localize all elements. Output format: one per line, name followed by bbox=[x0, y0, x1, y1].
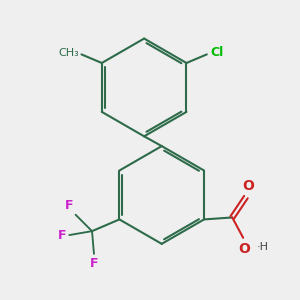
Text: ·H: ·H bbox=[257, 242, 269, 253]
Text: Cl: Cl bbox=[210, 46, 223, 59]
Text: F: F bbox=[58, 229, 66, 242]
Text: O: O bbox=[242, 179, 254, 193]
Text: F: F bbox=[90, 257, 98, 270]
Text: O: O bbox=[238, 242, 250, 256]
Text: F: F bbox=[65, 200, 73, 212]
Text: CH₃: CH₃ bbox=[58, 48, 79, 58]
